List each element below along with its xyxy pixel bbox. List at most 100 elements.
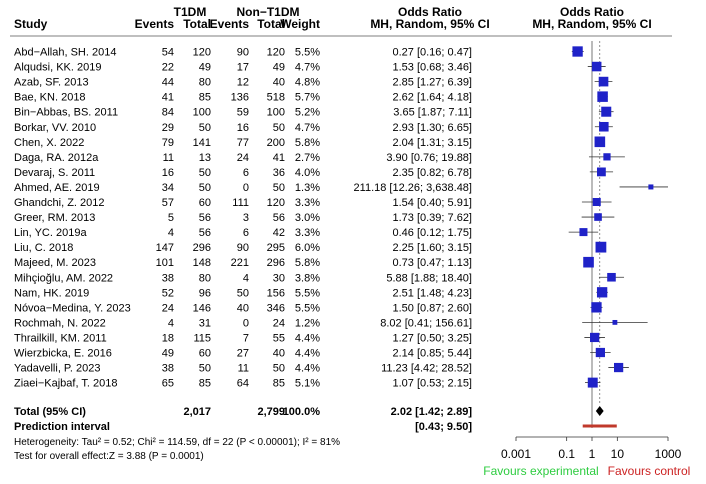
weight-value: 5.5% [295, 287, 320, 299]
header-group-t1dm: T1DM [174, 5, 207, 19]
or-ci-text: 2.04 [1.31; 3.15] [392, 137, 472, 149]
or-ci-text: 211.18 [12.26; 3,638.48] [354, 182, 472, 194]
weight-value: 5.2% [295, 107, 320, 119]
study-name: Mihçioğlu, AM. 2022 [14, 272, 113, 284]
total-non-t1dm: 85 [273, 378, 285, 390]
or-ci-text: 2.25 [1.60; 3.15] [392, 242, 472, 254]
events-t1dm: 147 [156, 242, 174, 254]
weight-value: 4.0% [295, 167, 320, 179]
weight-value: 4.8% [295, 77, 320, 89]
overall-effect-text: Test for overall effect:Z = 3.88 (P = 0.… [14, 451, 204, 462]
events-non-t1dm: 40 [237, 302, 249, 314]
summary-label: Total (95% CI) [14, 406, 86, 418]
total-non-t1dm: 156 [267, 287, 285, 299]
effect-square [598, 76, 609, 87]
events-non-t1dm: 0 [243, 317, 249, 329]
events-t1dm: 11 [163, 152, 174, 164]
or-ci-text: 3.90 [0.76; 19.88] [386, 152, 472, 164]
favours-experimental-label: Favours experimental [483, 464, 598, 478]
header-study: Study [14, 17, 48, 31]
total-non-t1dm: 30 [273, 272, 285, 284]
total-non-t1dm: 346 [267, 302, 285, 314]
prediction-ci-text: [0.43; 9.50] [415, 421, 472, 433]
total-t1dm: 60 [199, 197, 211, 209]
total-non-t1dm: 36 [273, 167, 285, 179]
events-t1dm: 16 [162, 167, 174, 179]
total-non-t1dm: 24 [273, 317, 285, 329]
or-ci-text: 3.65 [1.87; 7.11] [393, 107, 472, 119]
effect-square [591, 302, 602, 313]
total-t1dm: 141 [193, 137, 211, 149]
total-t1dm: 60 [199, 348, 211, 360]
total-t1dm: 80 [199, 77, 211, 89]
or-ci-text: 5.88 [1.88; 18.40] [386, 272, 472, 284]
x-tick-label: 1 [589, 447, 596, 461]
or-ci-text: 2.14 [0.85; 5.44] [392, 348, 472, 360]
weight-value: 5.5% [295, 302, 320, 314]
effect-square [599, 121, 609, 132]
events-t1dm: 52 [162, 287, 174, 299]
or-ci-text: 1.07 [0.53; 2.15] [392, 378, 472, 390]
events-non-t1dm: 136 [231, 92, 249, 104]
header-weight: Weight [280, 17, 320, 31]
total-t1dm: 85 [199, 378, 211, 390]
events-t1dm: 57 [162, 197, 174, 209]
study-name: Greer, RM. 2013 [14, 212, 95, 224]
study-name: Lin, YC. 2019a [14, 227, 87, 239]
total-non-t1dm: 296 [267, 257, 285, 269]
events-t1dm: 38 [162, 363, 174, 375]
header-or-title: Odds Ratio [398, 5, 462, 19]
or-ci-text: 1.73 [0.39; 7.62] [392, 212, 472, 224]
total-t1dm: 50 [199, 122, 211, 134]
events-t1dm: 49 [162, 348, 174, 360]
weight-value: 4.4% [295, 332, 320, 344]
summary-diamond [595, 406, 604, 416]
events-non-t1dm: 7 [243, 332, 249, 344]
effect-square [597, 167, 606, 177]
effect-square [607, 272, 616, 282]
study-name: Wierzbicka, E. 2016 [14, 348, 112, 360]
study-name: Liu, C. 2018 [14, 242, 73, 254]
or-ci-text: 0.73 [0.47; 1.13] [392, 257, 472, 269]
events-t1dm: 101 [156, 257, 174, 269]
summary-total-t1dm: 2,017 [183, 406, 211, 418]
events-t1dm: 38 [162, 272, 174, 284]
study-name: Thrailkill, KM. 2011 [14, 332, 107, 344]
events-non-t1dm: 0 [243, 182, 249, 194]
events-non-t1dm: 64 [237, 378, 249, 390]
total-non-t1dm: 50 [273, 363, 285, 375]
summary-weight: 100.0% [283, 406, 321, 418]
events-t1dm: 44 [162, 77, 174, 89]
events-non-t1dm: 59 [237, 107, 249, 119]
study-name: Yadavelli, P. 2023 [14, 363, 100, 375]
heterogeneity-text: Heterogeneity: Tau² = 0.52; Chi² = 114.5… [14, 437, 340, 448]
total-t1dm: 31 [199, 317, 211, 329]
total-t1dm: 56 [199, 212, 211, 224]
effect-square [591, 61, 602, 72]
weight-value: 3.3% [295, 197, 320, 209]
total-non-t1dm: 200 [267, 137, 285, 149]
events-t1dm: 22 [162, 62, 174, 74]
effect-square [597, 91, 608, 102]
events-non-t1dm: 4 [243, 272, 249, 284]
x-tick-label: 10 [611, 447, 625, 461]
weight-value: 4.7% [295, 122, 320, 134]
weight-value: 5.1% [295, 378, 320, 390]
header-plot-subtitle: MH, Random, 95% CI [532, 17, 651, 31]
events-non-t1dm: 6 [243, 227, 249, 239]
or-ci-text: 2.62 [1.64; 4.18] [392, 92, 472, 104]
total-non-t1dm: 50 [273, 122, 285, 134]
effect-square [594, 213, 602, 221]
events-non-t1dm: 6 [243, 167, 249, 179]
effect-square [648, 184, 654, 190]
total-t1dm: 146 [193, 302, 211, 314]
events-t1dm: 54 [162, 47, 174, 59]
total-t1dm: 13 [199, 152, 211, 164]
or-ci-text: 1.54 [0.40; 5.91] [392, 197, 472, 209]
study-name: Chen, X. 2022 [14, 137, 84, 149]
study-name: Borkar, VV. 2010 [14, 122, 96, 134]
effect-square [601, 106, 612, 117]
total-t1dm: 49 [199, 62, 211, 74]
events-non-t1dm: 90 [237, 47, 249, 59]
